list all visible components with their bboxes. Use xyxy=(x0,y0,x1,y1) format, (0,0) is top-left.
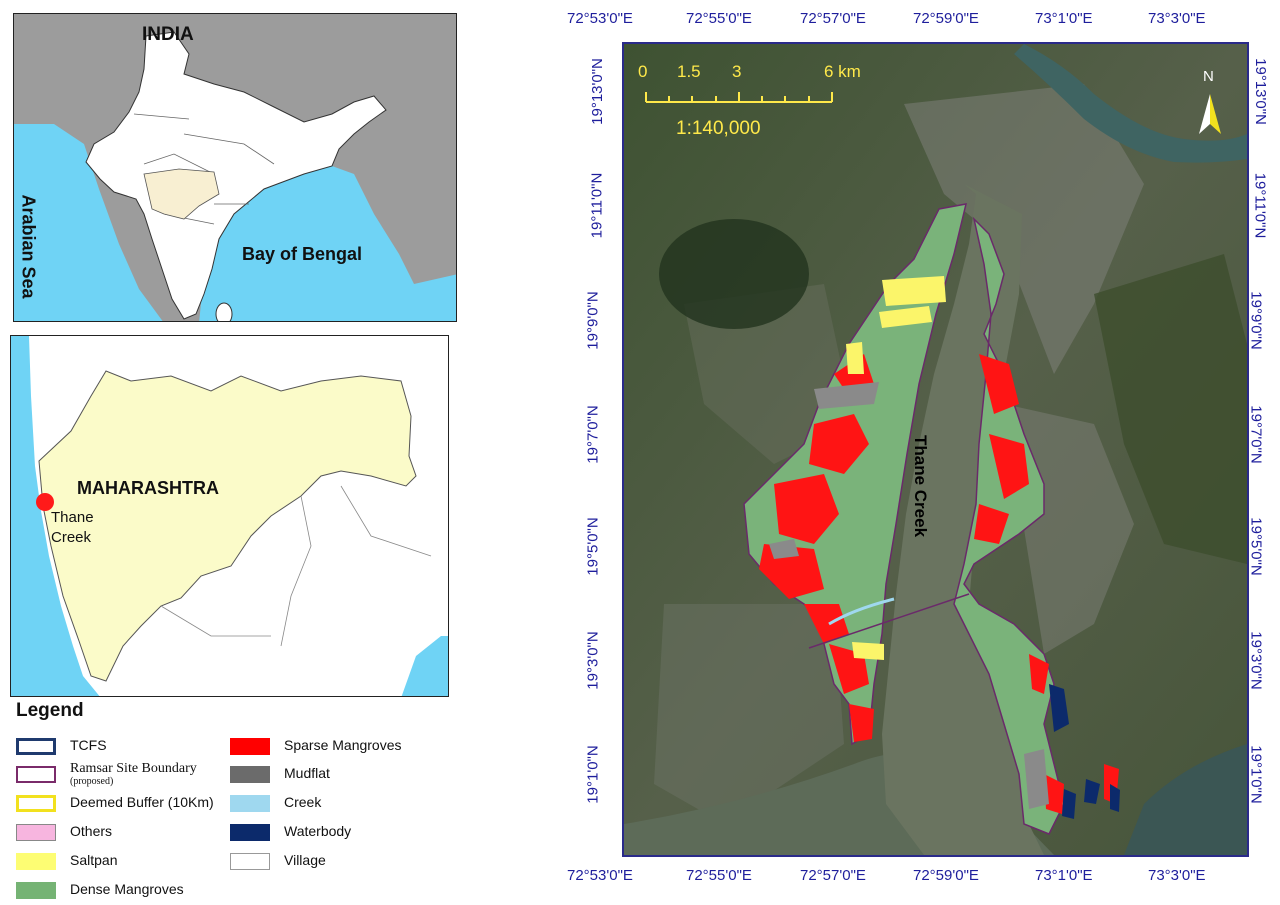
lat-label-right: 19°7'0"N xyxy=(1247,405,1265,464)
arabian-sea-label: Arabian Sea xyxy=(18,194,39,299)
lon-label-bottom: 72°57'0"E xyxy=(800,867,866,884)
thane-creek-label: Thane Creek xyxy=(911,434,931,538)
mudflats xyxy=(769,382,1049,809)
lon-label-top: 72°55'0"E xyxy=(686,10,752,27)
lon-label-top: 72°59'0"E xyxy=(913,10,979,27)
maharashtra-inset-map: MAHARASHTRA Thane Creek xyxy=(10,335,449,697)
north-label: N xyxy=(1203,68,1214,85)
thane-creek-satellite-map: 0 1.5 3 6 km 1:140,000 N Thane Creek xyxy=(622,42,1249,857)
scale-tick-label: 6 km xyxy=(824,62,861,81)
maharashtra-state xyxy=(38,370,417,682)
waterbodies xyxy=(1049,684,1120,819)
india-label: INDIA xyxy=(142,24,194,45)
lat-label-right: 19°5'0"N xyxy=(1247,517,1265,576)
legend-swatch xyxy=(230,795,270,812)
bay-of-bengal-label: Bay of Bengal xyxy=(242,244,363,264)
satellite-map-graphic xyxy=(624,44,1247,855)
legend-swatch xyxy=(230,824,270,841)
legend-swatch xyxy=(16,824,56,841)
legend-swatch xyxy=(16,882,56,899)
sea-southeast xyxy=(1124,744,1247,855)
sri-lanka xyxy=(215,302,233,321)
saltpans xyxy=(846,276,946,660)
state-boundaries xyxy=(133,113,275,225)
scale-bar xyxy=(645,92,833,103)
bay-of-bengal xyxy=(199,166,456,321)
legend: Legend TCFS Ramsar Site Boundary (propos… xyxy=(16,700,402,899)
india-landmass xyxy=(85,31,387,320)
lon-label-bottom: 73°3'0"E xyxy=(1148,867,1206,884)
india-inset-map: INDIA Arabian Sea Bay of Bengal xyxy=(13,13,457,322)
legend-swatch xyxy=(16,738,56,755)
lat-label-left: 19°3'0"N xyxy=(584,631,602,690)
urban-area-west xyxy=(684,284,854,464)
arabian-sea-west xyxy=(11,336,100,696)
thane-creek-marker xyxy=(36,493,54,511)
lat-label-right: 19°11'0"N xyxy=(1251,172,1269,239)
urban-area-north xyxy=(904,84,1144,374)
legend-swatch xyxy=(16,766,56,783)
maharashtra-map-graphic xyxy=(11,336,448,696)
lon-label-bottom: 72°53'0"E xyxy=(567,867,633,884)
creek-label: Creek xyxy=(51,529,92,546)
forest-patch xyxy=(659,219,809,329)
lat-label-left: 19°7'0"N xyxy=(584,405,602,464)
legend-swatch xyxy=(16,853,56,870)
lon-label-top: 72°53'0"E xyxy=(567,10,633,27)
creek-channel xyxy=(828,597,895,626)
lon-label-top: 73°3'0"E xyxy=(1148,10,1206,27)
bridge-line xyxy=(808,593,970,649)
lon-label-top: 72°57'0"E xyxy=(800,10,866,27)
legend-swatch xyxy=(16,795,56,812)
river-north xyxy=(1014,44,1247,163)
lat-label-left: 19°9'0"N xyxy=(584,291,602,350)
lat-label-right: 19°3'0"N xyxy=(1247,631,1265,690)
maharashtra-highlight xyxy=(143,168,220,220)
lon-label-bottom: 72°59'0"E xyxy=(913,867,979,884)
lon-label-bottom: 72°55'0"E xyxy=(686,867,752,884)
lat-label-right: 19°13'0"N xyxy=(1251,58,1269,125)
lon-label-top: 73°1'0"E xyxy=(1035,10,1093,27)
legend-swatch xyxy=(230,853,270,870)
urban-area-southwest xyxy=(654,604,844,824)
thane-label: Thane xyxy=(51,509,94,526)
scale-ratio: 1:140,000 xyxy=(676,118,761,139)
district-lines xyxy=(160,485,432,647)
lat-label-right: 19°9'0"N xyxy=(1247,291,1265,350)
legend-swatch xyxy=(230,738,270,755)
lat-label-left: 19°11'0"N xyxy=(588,172,606,239)
legend-title: Legend xyxy=(16,700,84,721)
maharashtra-label: MAHARASHTRA xyxy=(77,478,219,498)
bay-east xyxy=(401,636,448,696)
arabian-sea xyxy=(14,124,163,321)
lat-label-left: 19°5'0"N xyxy=(584,517,602,576)
lon-label-bottom: 73°1'0"E xyxy=(1035,867,1093,884)
hills-east xyxy=(1094,254,1247,564)
north-arrow-icon xyxy=(1199,94,1221,134)
legend-swatch xyxy=(230,766,270,783)
india-map-graphic xyxy=(14,31,456,321)
lat-label-left: 19°1'0"N xyxy=(584,745,602,804)
lat-label-right: 19°1'0"N xyxy=(1247,745,1265,804)
lat-label-left: 19°13'0"N xyxy=(588,58,606,125)
creek-water xyxy=(882,184,1044,855)
scale-tick-label: 1.5 xyxy=(677,62,701,81)
scale-tick-label: 0 xyxy=(638,62,648,81)
scale-tick-label: 3 xyxy=(732,62,742,81)
